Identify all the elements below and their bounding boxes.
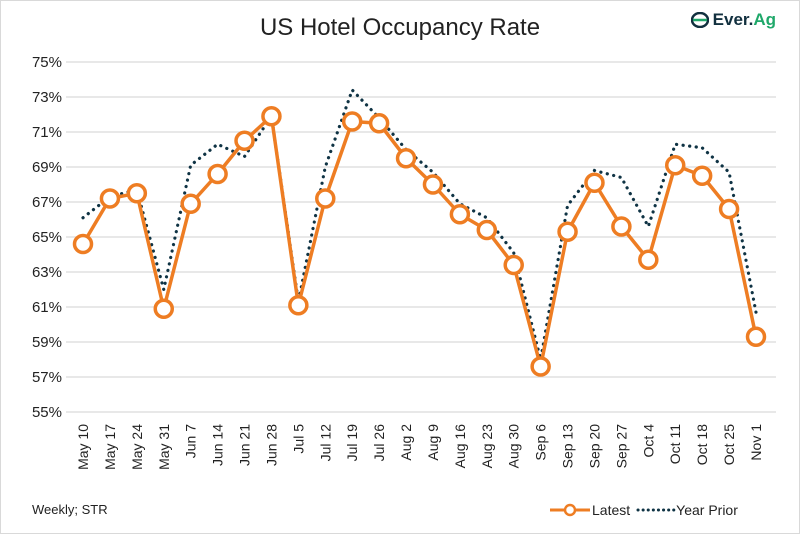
x-tick-label: Aug 9	[425, 424, 441, 461]
x-tick-label: May 17	[102, 424, 118, 470]
y-tick-label: 61%	[32, 299, 62, 316]
x-tick-label: Aug 2	[398, 424, 414, 461]
x-tick-label: Jul 26	[371, 424, 387, 462]
y-tick-label: 55%	[32, 404, 62, 421]
x-tick-label: Jun 7	[183, 424, 199, 458]
logo-text-accent: Ag	[753, 10, 776, 29]
data-point-latest	[691, 165, 713, 186]
data-point-latest	[368, 113, 390, 134]
x-tick-label: Jul 12	[317, 424, 333, 462]
legend-swatch-latest	[550, 503, 590, 517]
data-point-latest	[557, 221, 578, 242]
logo-icon	[690, 12, 709, 28]
data-point-latest	[503, 254, 524, 276]
data-point-latest	[288, 295, 309, 316]
x-tick-label: Sep 6	[533, 424, 549, 461]
data-point-latest	[422, 174, 444, 195]
x-tick-label: Oct 25	[721, 424, 737, 465]
data-point-latest	[395, 148, 417, 169]
y-tick-label: 75%	[32, 54, 62, 71]
data-point-latest	[207, 163, 228, 185]
x-tick-label: May 24	[129, 424, 145, 470]
x-tick-label: Sep 20	[586, 424, 602, 469]
legend: Latest Year Prior	[548, 502, 744, 518]
x-tick-label: Nov 1	[748, 424, 764, 461]
legend-item-latest: Latest	[548, 502, 630, 518]
data-point-latest	[341, 111, 363, 132]
legend-label-latest: Latest	[592, 502, 631, 518]
x-tick-label: Jun 28	[263, 424, 279, 466]
y-tick-label: 67%	[32, 194, 62, 211]
legend-item-year-prior: Year Prior	[636, 502, 738, 518]
data-point-latest	[153, 298, 175, 319]
x-tick-label: Oct 4	[640, 424, 656, 458]
data-point-latest	[180, 193, 201, 214]
data-point-latest	[584, 172, 605, 193]
x-tick-label: Jun 14	[210, 424, 226, 466]
source-note: Weekly; STR	[32, 502, 108, 517]
everag-logo: Ever.Ag	[690, 10, 776, 30]
data-point-latest	[745, 326, 767, 347]
logo-text: Ever.	[712, 10, 754, 29]
legend-label-year-prior: Year Prior	[676, 502, 738, 518]
x-tick-label: May 31	[156, 424, 172, 470]
data-point-latest	[611, 216, 632, 237]
data-point-latest	[449, 204, 471, 225]
data-point-latest	[315, 188, 336, 209]
x-tick-label: Aug 30	[506, 424, 522, 469]
y-tick-label: 71%	[32, 124, 62, 141]
x-tick-label: May 10	[75, 424, 91, 470]
x-tick-label: Oct 18	[694, 424, 710, 465]
legend-swatch-year-prior	[636, 508, 676, 512]
x-tick-label: Aug 23	[479, 424, 495, 469]
data-point-latest	[261, 106, 282, 127]
data-point-latest	[664, 155, 686, 176]
data-point-latest	[530, 356, 551, 377]
x-tick-label: Jul 5	[290, 424, 306, 454]
series-line-latest	[81, 114, 758, 369]
series-line-year-prior	[81, 87, 758, 360]
x-tick-label: Aug 16	[452, 424, 468, 469]
data-point-latest	[638, 249, 659, 270]
x-tick-label: Jul 19	[344, 424, 360, 462]
data-point-latest	[476, 219, 498, 241]
y-tick-label: 69%	[32, 159, 62, 176]
data-point-latest	[99, 188, 121, 209]
y-tick-label: 73%	[32, 89, 62, 106]
data-point-latest	[234, 130, 255, 151]
data-point-latest	[718, 198, 740, 220]
chart-title: US Hotel Occupancy Rate	[259, 14, 541, 41]
data-point-latest	[72, 233, 94, 255]
y-tick-label: 63%	[32, 264, 62, 281]
x-tick-label: Sep 27	[613, 424, 629, 469]
x-tick-label: Jun 21	[237, 424, 253, 466]
y-tick-label: 59%	[32, 334, 62, 351]
y-tick-label: 57%	[32, 369, 62, 386]
data-point-latest	[126, 183, 148, 204]
x-tick-label: Sep 13	[560, 424, 576, 469]
x-tick-label: Oct 11	[667, 424, 683, 464]
y-tick-label: 65%	[32, 229, 62, 246]
